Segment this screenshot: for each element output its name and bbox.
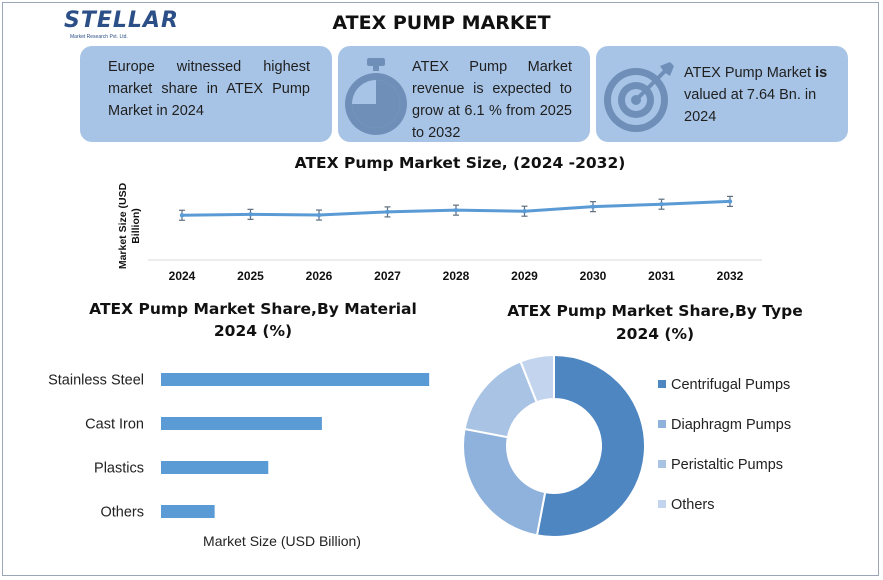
logo-subtitle: Market Research Pvt. Ltd. [70, 34, 128, 40]
bar [161, 417, 322, 430]
category-label: Stainless Steel [48, 373, 144, 389]
material-bar-chart: Stainless Steel Cast Iron Plastics Others Ma… [48, 373, 430, 549]
type-donut-chart: Centrifugal Pumps Diaphragm Pumps Peristal… [462, 353, 791, 538]
legend-label: Others [671, 497, 715, 513]
data-point [248, 212, 253, 217]
x-tick-label: 2024 [169, 269, 196, 283]
donut-chart-title: ATEX Pump Market Share,By Type 2024 (%) [507, 302, 803, 343]
data-point [590, 204, 596, 209]
x-tick-label: 2031 [648, 269, 675, 283]
donut-slice [535, 353, 646, 538]
legend-swatch [658, 500, 666, 508]
data-point [385, 209, 390, 215]
data-point [727, 199, 733, 204]
x-tick-label: 2032 [717, 269, 744, 283]
data-point [522, 209, 527, 214]
legend-label: Peristaltic Pumps [671, 457, 783, 473]
y-axis-label: Market Size (USDBillion) [117, 182, 142, 269]
bar [161, 505, 215, 518]
info-card-growth: ATEX Pump Market revenue is expected to … [338, 46, 590, 142]
legend-swatch [658, 460, 666, 468]
donut-slice [519, 353, 555, 404]
x-tick-label: 2026 [306, 269, 333, 283]
data-point [316, 212, 322, 218]
x-tick-label: 2025 [237, 269, 264, 283]
line-chart-title: ATEX Pump Market Size, (2024 -2032) [294, 154, 626, 172]
x-tick-label: 2028 [443, 269, 470, 283]
target-icon [604, 62, 674, 132]
logo: STELLAR [64, 8, 179, 33]
bar-chart-title: ATEX Pump Market Share,By Material 2024 … [89, 300, 417, 340]
info-card-region: Europe witnessed highest market share in… [80, 46, 332, 142]
card-region-text: Europe witnessed highest market share in… [108, 59, 310, 119]
bar [161, 373, 430, 386]
market-size-line-chart: Market Size (USDBillion) 2024 2025 2026 2027… [117, 182, 762, 283]
data-point [659, 202, 664, 207]
stopwatch-icon [345, 58, 407, 135]
legend-swatch [658, 420, 666, 428]
card-value-text: ATEX Pump Market is valued at 7.64 Bn. i… [684, 65, 828, 125]
x-axis-label: Market Size (USD Billion) [203, 533, 361, 549]
data-point [179, 213, 185, 218]
x-tick-label: 2029 [511, 269, 538, 283]
bar [161, 461, 269, 474]
legend-label: Centrifugal Pumps [671, 377, 790, 393]
legend-swatch [658, 380, 666, 388]
data-point [453, 207, 459, 213]
donut-slice [462, 427, 547, 537]
info-card-value: ATEX Pump Market is valued at 7.64 Bn. i… [596, 46, 848, 142]
page-title: ATEX PUMP MARKET [332, 12, 551, 34]
card-growth-text: ATEX Pump Market revenue is expected to … [412, 59, 572, 141]
x-tick-label: 2027 [374, 269, 401, 283]
category-label: Plastics [94, 461, 144, 477]
legend-label: Diaphragm Pumps [671, 417, 791, 433]
category-label: Cast Iron [85, 417, 144, 433]
category-label: Others [100, 505, 144, 521]
x-tick-label: 2030 [580, 269, 607, 283]
